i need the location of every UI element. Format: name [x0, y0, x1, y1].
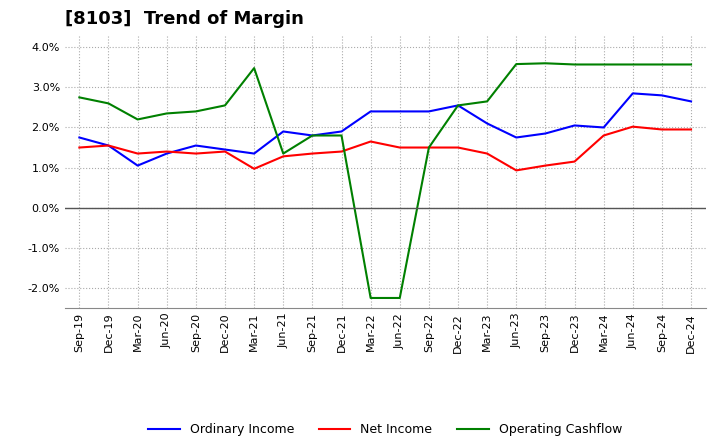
- Operating Cashflow: [279, 151, 287, 156]
- Net Income: [220, 149, 229, 154]
- Net Income: [425, 145, 433, 150]
- Ordinary Income: [483, 121, 492, 126]
- Legend: Ordinary Income, Net Income, Operating Cashflow: Ordinary Income, Net Income, Operating C…: [143, 418, 627, 440]
- Ordinary Income: [454, 103, 462, 108]
- Ordinary Income: [104, 143, 113, 148]
- Operating Cashflow: [308, 133, 317, 138]
- Net Income: [395, 145, 404, 150]
- Operating Cashflow: [541, 61, 550, 66]
- Ordinary Income: [425, 109, 433, 114]
- Net Income: [337, 149, 346, 154]
- Net Income: [483, 151, 492, 156]
- Net Income: [541, 163, 550, 168]
- Operating Cashflow: [570, 62, 579, 67]
- Net Income: [104, 143, 113, 148]
- Ordinary Income: [75, 135, 84, 140]
- Net Income: [250, 166, 258, 172]
- Operating Cashflow: [75, 95, 84, 100]
- Ordinary Income: [337, 129, 346, 134]
- Net Income: [687, 127, 696, 132]
- Net Income: [75, 145, 84, 150]
- Ordinary Income: [366, 109, 375, 114]
- Operating Cashflow: [454, 103, 462, 108]
- Net Income: [163, 149, 171, 154]
- Net Income: [133, 151, 142, 156]
- Ordinary Income: [599, 125, 608, 130]
- Net Income: [657, 127, 666, 132]
- Operating Cashflow: [395, 295, 404, 301]
- Operating Cashflow: [629, 62, 637, 67]
- Net Income: [512, 168, 521, 173]
- Net Income: [454, 145, 462, 150]
- Net Income: [308, 151, 317, 156]
- Ordinary Income: [657, 93, 666, 98]
- Net Income: [366, 139, 375, 144]
- Ordinary Income: [512, 135, 521, 140]
- Operating Cashflow: [133, 117, 142, 122]
- Ordinary Income: [192, 143, 200, 148]
- Ordinary Income: [163, 151, 171, 156]
- Operating Cashflow: [366, 295, 375, 301]
- Ordinary Income: [687, 99, 696, 104]
- Operating Cashflow: [192, 109, 200, 114]
- Operating Cashflow: [163, 111, 171, 116]
- Operating Cashflow: [104, 101, 113, 106]
- Net Income: [192, 151, 200, 156]
- Line: Operating Cashflow: Operating Cashflow: [79, 63, 691, 298]
- Ordinary Income: [250, 151, 258, 156]
- Line: Ordinary Income: Ordinary Income: [79, 93, 691, 165]
- Operating Cashflow: [599, 62, 608, 67]
- Operating Cashflow: [687, 62, 696, 67]
- Net Income: [599, 133, 608, 138]
- Line: Net Income: Net Income: [79, 127, 691, 170]
- Text: [8103]  Trend of Margin: [8103] Trend of Margin: [65, 10, 304, 28]
- Ordinary Income: [541, 131, 550, 136]
- Ordinary Income: [629, 91, 637, 96]
- Net Income: [570, 159, 579, 164]
- Operating Cashflow: [220, 103, 229, 108]
- Ordinary Income: [279, 129, 287, 134]
- Ordinary Income: [395, 109, 404, 114]
- Operating Cashflow: [512, 62, 521, 67]
- Ordinary Income: [308, 133, 317, 138]
- Operating Cashflow: [250, 66, 258, 71]
- Operating Cashflow: [425, 145, 433, 150]
- Ordinary Income: [570, 123, 579, 128]
- Net Income: [629, 124, 637, 129]
- Ordinary Income: [133, 163, 142, 168]
- Operating Cashflow: [657, 62, 666, 67]
- Net Income: [279, 154, 287, 159]
- Ordinary Income: [220, 147, 229, 152]
- Operating Cashflow: [483, 99, 492, 104]
- Operating Cashflow: [337, 133, 346, 138]
